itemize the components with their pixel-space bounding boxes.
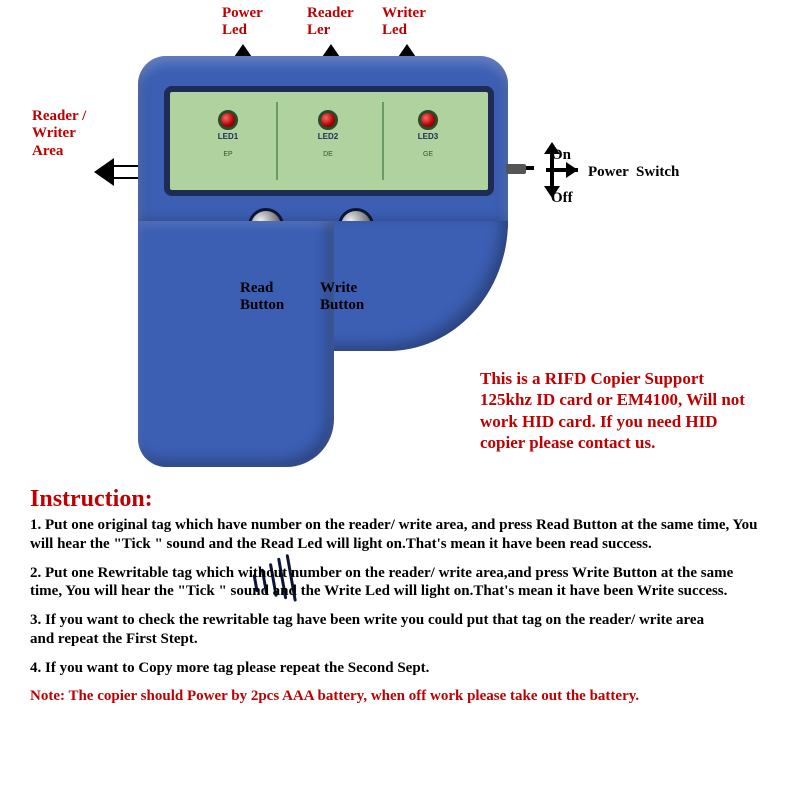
- led1-sub: EP: [188, 151, 268, 158]
- led-power: LED1 EP: [188, 110, 268, 158]
- led-writer: LED3 GE: [388, 110, 468, 158]
- led2-sub: DE: [288, 151, 368, 158]
- rfid-device: LED1 EP LED2 DE LED3 GE 读 READ: [138, 56, 508, 228]
- instruction-body: 1. Put one original tag which have numbe…: [30, 516, 760, 716]
- device-body: LED1 EP LED2 DE LED3 GE 读 READ: [138, 56, 508, 228]
- device-handle: [138, 221, 334, 467]
- label-reader-ler: Reader Ler: [307, 5, 354, 40]
- instruction-note: Note: The copier should Power by 2pcs AA…: [30, 687, 760, 706]
- arrow-reader-writer-area: [94, 158, 114, 186]
- led3-name: LED3: [388, 132, 468, 141]
- led-reader: LED2 DE: [288, 110, 368, 158]
- label-reader-writer-area: Reader / Writer Area: [32, 108, 86, 160]
- instruction-1: 1. Put one original tag which have numbe…: [30, 516, 760, 554]
- diagram-canvas: Power Led Reader Ler Writer Led Reader /…: [0, 0, 800, 800]
- led-dot-icon: [318, 110, 338, 130]
- led-dot-icon: [218, 110, 238, 130]
- led2-name: LED2: [288, 132, 368, 141]
- product-description: This is a RIFD Copier Support 125khz ID …: [480, 368, 760, 453]
- arrow-power-switch: [526, 142, 584, 200]
- instruction-heading: Instruction:: [30, 486, 153, 513]
- led3-sub: GE: [388, 151, 468, 158]
- instruction-4: 4. If you want to Copy more tag please r…: [30, 659, 760, 678]
- label-write-button: Write Button: [320, 280, 364, 315]
- device-screen: LED1 EP LED2 DE LED3 GE: [164, 86, 494, 196]
- led-dot-icon: [418, 110, 438, 130]
- label-read-button: Read Button: [240, 280, 284, 315]
- instruction-3: 3. If you want to check the rewritable t…: [30, 611, 760, 649]
- instruction-2: 2. Put one Rewritable tag which without …: [30, 564, 760, 602]
- label-writer-led: Writer Led: [382, 5, 426, 40]
- power-switch[interactable]: [506, 164, 526, 174]
- label-power-switch: Power Switch: [588, 164, 679, 181]
- label-power-led: Power Led: [222, 5, 263, 40]
- led1-name: LED1: [188, 132, 268, 141]
